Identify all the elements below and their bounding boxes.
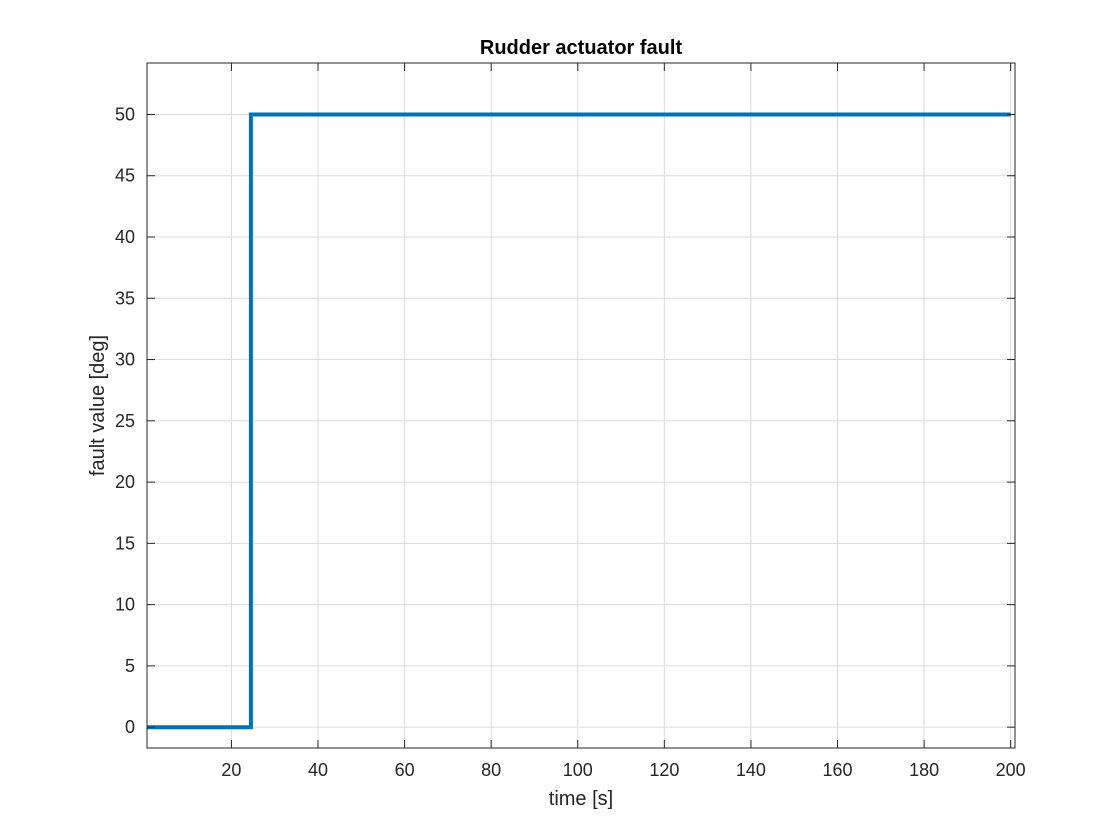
x-tick-label: 20	[221, 760, 241, 780]
chart-title: Rudder actuator fault	[480, 37, 683, 59]
x-tick-label: 80	[481, 760, 501, 780]
x-tick-label: 140	[736, 760, 766, 780]
y-tick-label: 35	[115, 288, 135, 308]
y-tick-label: 10	[115, 595, 135, 615]
y-tick-label: 20	[115, 472, 135, 492]
y-tick-label: 30	[115, 350, 135, 370]
x-axis-label: time [s]	[549, 788, 613, 810]
y-tick-label: 40	[115, 227, 135, 247]
x-tick-label: 40	[308, 760, 328, 780]
y-tick-label: 5	[125, 656, 135, 676]
x-tick-label: 200	[996, 760, 1026, 780]
x-tick-label: 160	[822, 760, 852, 780]
ticks: 20 40 60 80 100 120 140 160 180 200 0 5 10 15 20 25 30 35…	[115, 63, 1026, 780]
series-layer	[147, 112, 1011, 730]
y-tick-label: 15	[115, 533, 135, 553]
x-tick-label: 120	[649, 760, 679, 780]
y-axis-label: fault value [deg]	[87, 335, 109, 476]
y-tick-label: 25	[115, 411, 135, 431]
plot-frame	[146, 62, 1016, 749]
plot-area	[147, 63, 1015, 748]
x-tick-label: 60	[395, 760, 415, 780]
grid	[147, 63, 1015, 748]
x-tick-label: 180	[909, 760, 939, 780]
series-line	[147, 112, 1011, 730]
y-tick-label: 50	[115, 104, 135, 124]
y-tick-label: 45	[115, 166, 135, 186]
x-tick-label: 100	[563, 760, 593, 780]
y-tick-label: 0	[125, 717, 135, 737]
